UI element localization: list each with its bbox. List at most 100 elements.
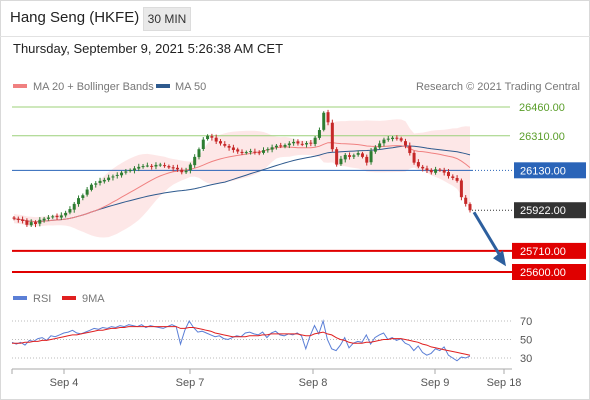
candle	[266, 147, 270, 153]
candle	[455, 175, 459, 183]
time-label: Sep 4	[50, 377, 79, 389]
candle	[434, 166, 438, 175]
candle	[111, 174, 115, 181]
time-label: Sep 8	[299, 377, 328, 389]
rsi-tick-50: 50	[520, 335, 532, 347]
level-26130-00-label: 26130.00	[520, 165, 566, 177]
candle	[343, 153, 347, 163]
candle	[412, 150, 416, 165]
candle	[399, 136, 403, 143]
candle	[167, 164, 171, 169]
candle	[322, 111, 326, 132]
candle	[59, 212, 63, 221]
candle	[468, 202, 472, 213]
candle	[193, 154, 197, 168]
candle	[296, 139, 300, 146]
candle	[98, 177, 102, 186]
candle	[326, 109, 330, 126]
candle	[175, 164, 179, 172]
level-25600-00-label: 25600.00	[520, 267, 566, 279]
time-label: Sep 9	[421, 377, 450, 389]
candle	[150, 163, 154, 170]
candle	[218, 139, 222, 146]
candle	[21, 216, 25, 224]
ma20-legend-label: MA 20 + Bollinger Bands	[33, 81, 154, 93]
rsi-tick-70: 70	[520, 316, 532, 328]
forecast-arrow	[472, 211, 503, 259]
candle	[391, 135, 395, 142]
level-25922-00-tag	[514, 202, 586, 219]
candle	[365, 154, 369, 166]
candle	[34, 220, 38, 228]
candle	[300, 140, 304, 147]
candle	[360, 151, 364, 159]
candle	[94, 181, 98, 188]
candle	[356, 150, 360, 157]
level-25710-00-label: 25710.00	[520, 246, 566, 258]
candle	[305, 141, 309, 148]
candle	[244, 150, 248, 155]
candle	[335, 147, 339, 167]
candle	[382, 137, 386, 147]
candle	[403, 138, 407, 149]
rsi-ma-legend-label: 9MA	[82, 293, 105, 305]
research-credit: Research © 2021 Trading Central	[416, 81, 580, 93]
candle	[180, 167, 184, 175]
rsi-legend-label: RSI	[33, 293, 51, 305]
candle	[416, 159, 420, 169]
candle	[386, 135, 390, 142]
candle	[51, 214, 55, 219]
candle	[64, 210, 68, 218]
candle	[451, 174, 455, 181]
candle	[236, 147, 240, 154]
rsi-line	[11, 319, 471, 362]
candle	[352, 153, 356, 159]
candle	[257, 150, 261, 156]
candle	[210, 133, 214, 141]
candle	[55, 213, 59, 221]
candle	[171, 164, 175, 172]
forecast-arrow-head	[493, 250, 506, 267]
candle	[249, 148, 253, 155]
candle	[231, 144, 235, 153]
candle	[145, 162, 149, 168]
chart-header: Hang Seng (HKFE) 30 MIN	[0, 0, 590, 37]
bollinger-band	[14, 119, 470, 238]
candle	[287, 141, 291, 149]
candle	[240, 149, 244, 155]
candle	[313, 135, 317, 147]
instrument-title: Hang Seng (HKFE)	[10, 9, 140, 26]
candle	[158, 162, 162, 167]
ma50-legend-label: MA 50	[175, 81, 206, 93]
candle	[279, 142, 283, 149]
candle	[253, 148, 257, 155]
time-label: Sep 18	[487, 377, 522, 389]
candle	[459, 178, 463, 201]
chart-timestamp: Thursday, September 9, 2021 5:26:38 AM C…	[13, 41, 284, 56]
candle	[464, 195, 468, 207]
candle	[442, 167, 446, 176]
candle	[283, 143, 287, 149]
candle	[102, 177, 106, 184]
candle	[317, 127, 321, 140]
candle	[330, 119, 334, 152]
level-26130-00-tag	[514, 162, 586, 179]
candle	[38, 217, 42, 227]
candle	[395, 135, 399, 141]
candle	[141, 163, 145, 169]
rsi-ma-legend-swatch	[62, 296, 76, 300]
candle	[206, 134, 210, 141]
candle	[446, 168, 450, 179]
candle	[438, 168, 442, 172]
candle	[223, 141, 227, 148]
rsi-legend-swatch	[13, 296, 27, 300]
interval-button[interactable]: 30 MIN	[143, 7, 191, 31]
candle	[378, 140, 382, 150]
ma50-legend-swatch	[156, 84, 170, 88]
candle	[68, 206, 72, 215]
candle	[163, 162, 167, 168]
ma20-legend-swatch	[13, 84, 27, 88]
candle	[197, 147, 201, 160]
candle	[16, 216, 20, 223]
